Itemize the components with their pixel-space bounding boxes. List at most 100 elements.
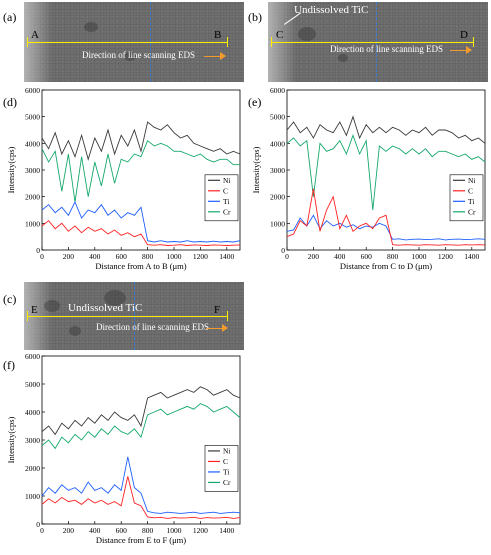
y-axis-label: Intensity(cps) xyxy=(251,146,261,193)
point-d-label: D xyxy=(460,29,468,41)
y-tick-label: 3000 xyxy=(25,436,40,445)
x-tick-label: 1400 xyxy=(219,252,234,261)
x-tick-label: 0 xyxy=(285,252,289,261)
x-tick-label: 1400 xyxy=(219,526,234,535)
plot-frame xyxy=(41,355,241,525)
legend-label-Cr: Cr xyxy=(468,207,476,216)
panel-a-label: (a) xyxy=(3,10,17,24)
panel-b-label: (b) xyxy=(248,10,262,24)
chart-d: 0 1000 2000 3000 4000 5000 6000 0 200 400 600 800 10… xyxy=(0,84,245,274)
scan-direction-text: Direction of line scanning EDS xyxy=(96,322,209,332)
scan-direction-text: Direction of line scanning EDS xyxy=(82,50,195,60)
y-tick-label: 1000 xyxy=(25,219,40,228)
y-tick-label: 2000 xyxy=(270,193,285,202)
legend-label-Ti: Ti xyxy=(223,467,229,476)
y-axis-label: Intensity(cps) xyxy=(6,146,16,193)
direction-arrow-icon xyxy=(206,328,224,329)
x-axis-label: Distance from E to F (μm) xyxy=(96,535,186,545)
legend-label-Ti: Ti xyxy=(223,197,229,206)
legend-label-Ni: Ni xyxy=(223,176,231,185)
undissolved-tic-annotation: Undissolved TiC xyxy=(294,4,369,16)
x-tick-label: 800 xyxy=(142,526,154,535)
x-tick-label: 600 xyxy=(116,526,128,535)
series-Ti-line xyxy=(41,200,241,243)
x-tick-label: 1000 xyxy=(167,526,182,535)
y-tick-label: 1000 xyxy=(270,219,285,228)
series-C-line xyxy=(286,188,486,246)
x-tick-label: 400 xyxy=(89,252,101,261)
x-tick-label: 200 xyxy=(63,252,75,261)
series-C-line xyxy=(41,476,241,519)
legend-label-C: C xyxy=(468,186,473,195)
x-tick-label: 0 xyxy=(40,252,44,261)
panel-e-label: (e) xyxy=(248,95,262,109)
x-tick-label: 1200 xyxy=(193,252,208,261)
x-tick-label: 1200 xyxy=(193,526,208,535)
x-tick-label: 1000 xyxy=(167,252,182,261)
point-e-label: E xyxy=(31,304,38,316)
x-axis-label: Distance from A to B (μm) xyxy=(95,261,186,271)
x-tick-label: 0 xyxy=(40,526,44,535)
series-Ni-line xyxy=(41,386,241,436)
series-Ni-line xyxy=(286,115,486,144)
scan-line xyxy=(27,316,227,317)
x-tick-label: 400 xyxy=(334,252,346,261)
y-tick-label: 0 xyxy=(36,246,40,255)
legend-label-Ni: Ni xyxy=(468,176,476,185)
panel-d-label: (d) xyxy=(3,95,17,109)
y-tick-label: 6000 xyxy=(25,352,40,361)
series-C-line xyxy=(41,220,241,246)
chart-f: 0 1000 2000 3000 4000 5000 6000 0 200 400 600 800 10… xyxy=(0,350,245,550)
direction-arrow-icon xyxy=(204,56,222,57)
y-tick-label: 6000 xyxy=(25,86,40,95)
legend-label-Cr: Cr xyxy=(223,207,231,216)
y-tick-label: 4000 xyxy=(25,139,40,148)
direction-arrow-icon xyxy=(450,50,468,51)
point-c-label: C xyxy=(276,29,284,41)
y-tick-label: 4000 xyxy=(25,408,40,417)
series-Cr-line xyxy=(41,403,241,450)
scan-line xyxy=(27,42,227,43)
y-tick-label: 1000 xyxy=(25,492,40,501)
x-tick-label: 200 xyxy=(63,526,75,535)
chart-e: 0 1000 2000 3000 4000 5000 6000 0 200 400 600 800 10… xyxy=(245,84,491,274)
panel-f-label: (f) xyxy=(3,358,15,372)
y-axis-label: Intensity(cps) xyxy=(6,416,16,463)
sem-image-c: E F Undissolved TiC Direction of line sc… xyxy=(24,282,244,350)
scan-line xyxy=(271,42,473,43)
y-tick-label: 3000 xyxy=(25,166,40,175)
point-f-label: F xyxy=(214,304,221,316)
sem-image-b: C D Undissolved TiC Direction of line sc… xyxy=(268,2,488,82)
legend-label-Cr: Cr xyxy=(223,478,231,487)
sem-image-a: A B Direction of line scanning EDS xyxy=(24,2,244,82)
undissolved-tic-annotation: Undissolved TiC xyxy=(68,302,143,314)
point-a-label: A xyxy=(31,29,39,41)
y-tick-label: 5000 xyxy=(270,113,285,122)
legend-label-C: C xyxy=(223,186,228,195)
point-b-label: B xyxy=(214,29,222,41)
y-tick-label: 5000 xyxy=(25,380,40,389)
x-tick-label: 400 xyxy=(89,526,101,535)
legend-label-C: C xyxy=(223,457,228,466)
y-tick-label: 6000 xyxy=(270,86,285,95)
y-tick-label: 3000 xyxy=(270,166,285,175)
x-tick-label: 1200 xyxy=(438,252,453,261)
scan-direction-text: Direction of line scanning EDS xyxy=(330,44,443,54)
x-tick-label: 800 xyxy=(142,252,154,261)
y-tick-label: 5000 xyxy=(25,113,40,122)
x-tick-label: 800 xyxy=(387,252,399,261)
legend-label-Ti: Ti xyxy=(468,197,474,206)
y-tick-label: 2000 xyxy=(25,193,40,202)
x-tick-label: 1000 xyxy=(412,252,427,261)
x-tick-label: 600 xyxy=(116,252,128,261)
legend-box xyxy=(204,174,239,222)
plot-frame xyxy=(41,89,241,251)
legend-box xyxy=(204,445,239,492)
x-axis-label: Distance from C to D (μm) xyxy=(340,261,432,271)
y-tick-label: 2000 xyxy=(25,464,40,473)
legend-box xyxy=(449,174,484,222)
y-tick-label: 0 xyxy=(36,520,40,529)
series-Ni-line xyxy=(41,121,241,161)
y-tick-label: 0 xyxy=(281,246,285,255)
legend-label-Ni: Ni xyxy=(223,446,231,455)
